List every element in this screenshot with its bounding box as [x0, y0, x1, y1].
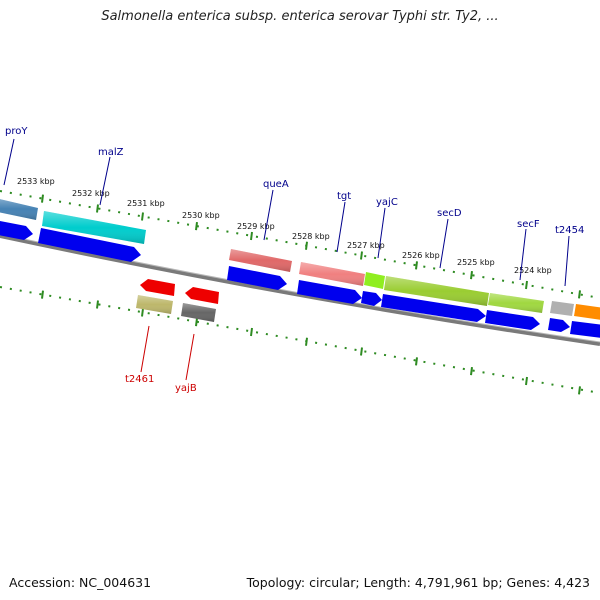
- gene-yajB-arrow[interactable]: [185, 287, 219, 304]
- gene-label-t2454[interactable]: t2454: [555, 225, 584, 236]
- major-tick: [578, 386, 581, 395]
- cds-arrow[interactable]: [297, 280, 362, 304]
- reverse-genes: [136, 279, 219, 322]
- ruler-label: 2528 kbp: [292, 232, 330, 241]
- major-tick: [305, 241, 308, 250]
- reverse-gene-labels: t2461 yajB: [125, 374, 197, 394]
- map-title: Salmonella enterica subsp. enterica sero…: [101, 9, 499, 24]
- major-tick: [195, 318, 198, 327]
- gene-label-proY[interactable]: proY: [5, 126, 28, 137]
- cds-arrow[interactable]: [381, 294, 486, 322]
- outer-dotted-track: [0, 190, 600, 299]
- reverse-leaders: [140, 325, 195, 381]
- cds-arrow[interactable]: [570, 321, 600, 338]
- major-tick: [41, 194, 44, 203]
- major-tick: [305, 337, 308, 346]
- forward-genes: [0, 199, 600, 320]
- ruler-label: 2527 kbp: [347, 241, 385, 250]
- gene-label-queA[interactable]: queA: [263, 179, 289, 190]
- gene-yajC[interactable]: [364, 272, 385, 289]
- gene-t2454[interactable]: [550, 301, 574, 316]
- major-tick: [250, 231, 253, 241]
- major-tick: [141, 308, 144, 317]
- major-tick: [525, 376, 528, 386]
- gene-label-yajC[interactable]: yajC: [376, 197, 398, 208]
- major-tick: [41, 290, 44, 299]
- ruler-labels: 2533 kbp 2532 kbp 2531 kbp 2530 kbp 2529 kbp…: [17, 177, 552, 275]
- gene-label-secD[interactable]: secD: [437, 208, 462, 219]
- major-tick: [470, 271, 473, 280]
- gene-label-secF[interactable]: secF: [517, 219, 540, 230]
- major-tick: [525, 280, 528, 290]
- gene-t2461-arrow[interactable]: [140, 279, 175, 296]
- major-tick: [415, 261, 418, 270]
- gene-label-malZ[interactable]: malZ: [98, 147, 124, 158]
- ruler-label: 2530 kbp: [182, 211, 220, 220]
- accession-text: Accession: NC_004631: [9, 575, 152, 590]
- ruler-label: 2533 kbp: [17, 177, 55, 186]
- cds-arrow[interactable]: [548, 318, 570, 332]
- gene-label-tgt[interactable]: tgt: [337, 191, 351, 202]
- forward-gene-labels: proY malZ queA tgt yajC secD secF t2454: [5, 126, 584, 236]
- major-tick: [250, 327, 253, 337]
- ruler-label: 2526 kbp: [402, 251, 440, 260]
- ruler-label: 2524 kbp: [514, 266, 552, 275]
- cds-arrow[interactable]: [361, 291, 382, 306]
- cds-arrow[interactable]: [485, 310, 540, 330]
- topology-text: Topology: circular; Length: 4,791,961 bp…: [246, 575, 590, 590]
- cds-arrow[interactable]: [0, 220, 33, 240]
- major-tick: [415, 357, 418, 366]
- ruler-label: 2531 kbp: [127, 199, 165, 208]
- genome-backbone: [0, 234, 600, 346]
- major-tick: [141, 212, 144, 221]
- forward-leaders: [3, 138, 570, 287]
- major-tick: [360, 347, 363, 356]
- gene-orange[interactable]: [574, 304, 600, 320]
- ruler-label: 2525 kbp: [457, 258, 495, 267]
- cds-arrows: [0, 220, 600, 338]
- cds-arrow[interactable]: [227, 266, 287, 290]
- major-tick: [96, 300, 99, 309]
- major-tick: [360, 251, 363, 260]
- major-tick: [96, 204, 99, 213]
- ruler-label: 2532 kbp: [72, 189, 110, 198]
- major-tick: [578, 290, 581, 299]
- major-ticks: [41, 194, 581, 395]
- major-tick: [195, 222, 198, 231]
- ruler-label: 2529 kbp: [237, 222, 275, 231]
- major-tick: [470, 367, 473, 376]
- gene-label-t2461[interactable]: t2461: [125, 374, 154, 385]
- inner-dotted-track: [0, 286, 600, 394]
- gene-label-yajB[interactable]: yajB: [175, 383, 197, 394]
- cds-arrow[interactable]: [38, 228, 141, 262]
